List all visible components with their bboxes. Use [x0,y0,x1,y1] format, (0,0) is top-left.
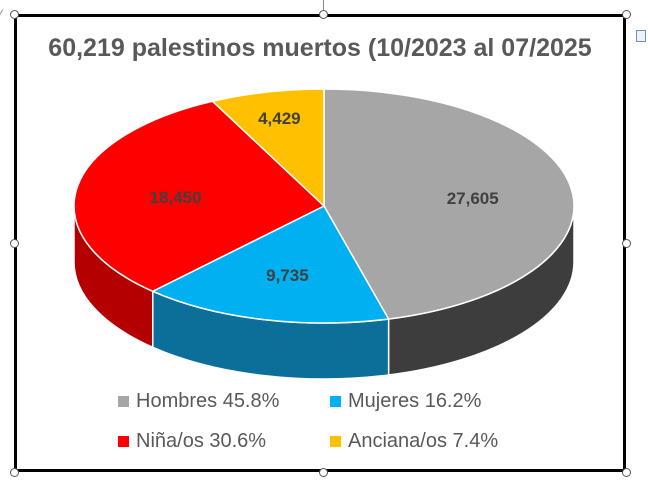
chart-legend: Hombres 45.8% Mujeres 16.2% Niña/os 30.6… [0,388,648,468]
resize-handle-left[interactable] [10,239,19,248]
pie-slice-ancianos [211,88,325,208]
legend-label-hombres: Hombres 45.8% [136,389,280,412]
data-label-mujeres: 9,735 [266,266,309,285]
resize-handle-top-right[interactable] [622,10,631,19]
pie-tops [73,88,575,324]
data-label-ninos: 18,450 [150,188,202,207]
legend-label-ninos: Niña/os 30.6% [136,429,267,452]
chart-title: 60,219 palestinos muertos (10/2023 al 07… [48,34,592,62]
legend-item-ninos: Niña/os 30.6% [118,428,266,454]
legend-item-hombres: Hombres 45.8% [118,388,279,414]
legend-swatch-hombres [118,395,129,407]
legend-swatch-ancianos [330,435,341,447]
resize-handle-bottom-right[interactable] [622,468,631,477]
resize-handle-right[interactable] [622,239,631,248]
legend-item-ancianos: Anciana/os 7.4% [330,428,498,454]
data-label-ancianos: 4,429 [258,109,301,128]
pie-sides [73,205,575,380]
resize-handle-top-left[interactable] [10,10,19,19]
legend-swatch-mujeres [330,395,341,407]
pie-data-labels: 27,605 9,735 18,450 4,429 [150,109,499,285]
resize-handle-bottom-left[interactable] [10,468,19,477]
resize-handle-bottom[interactable] [319,468,328,477]
data-label-hombres: 27,605 [447,189,499,208]
legend-label-ancianos: Anciana/os 7.4% [348,429,499,452]
resize-handle-top[interactable] [319,10,328,19]
pie-slice-mujeres [151,205,390,324]
side-layout-icon[interactable] [636,30,646,42]
pie-slice-hombres [323,88,575,320]
legend-swatch-ninos [118,435,129,447]
legend-label-mujeres: Mujeres 16.2% [348,389,482,412]
legend-item-mujeres: Mujeres 16.2% [330,388,481,414]
corner-mark: ⁄ [0,8,2,20]
pie-slice-ninos [73,100,326,293]
top-connector-line [323,0,324,14]
